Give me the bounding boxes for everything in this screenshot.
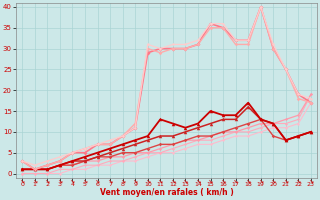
Text: →: →	[220, 178, 227, 184]
Text: →: →	[257, 178, 264, 184]
Text: →: →	[308, 178, 314, 184]
Text: →: →	[31, 178, 38, 184]
Text: →: →	[107, 178, 114, 184]
Text: →: →	[56, 178, 63, 184]
Text: →: →	[69, 178, 76, 184]
Text: →: →	[207, 178, 214, 184]
Text: →: →	[283, 178, 289, 184]
Text: →: →	[19, 178, 26, 184]
Text: →: →	[94, 178, 101, 184]
Text: →: →	[170, 178, 176, 184]
Text: →: →	[195, 178, 201, 184]
Text: →: →	[232, 178, 239, 184]
Text: →: →	[82, 178, 88, 184]
Text: →: →	[119, 178, 126, 184]
Text: →: →	[44, 178, 51, 184]
Text: →: →	[157, 178, 164, 184]
Text: →: →	[270, 178, 277, 184]
Text: →: →	[182, 178, 189, 184]
Text: →: →	[245, 178, 252, 184]
X-axis label: Vent moyen/en rafales ( km/h ): Vent moyen/en rafales ( km/h )	[100, 188, 234, 197]
Text: →: →	[132, 178, 139, 184]
Text: →: →	[144, 178, 151, 184]
Text: →: →	[295, 178, 302, 184]
